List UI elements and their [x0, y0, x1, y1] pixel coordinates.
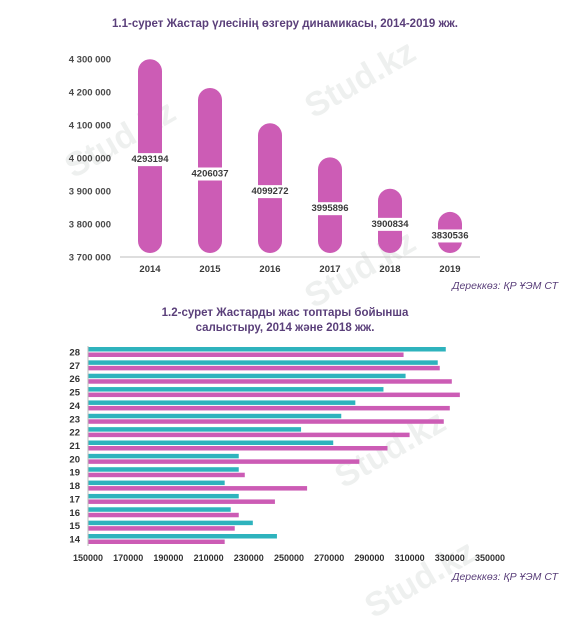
- y-tick-label: 3 900 000: [69, 187, 111, 198]
- y-tick-label: 15: [69, 521, 80, 532]
- bar: [88, 432, 410, 438]
- bar: [88, 539, 225, 544]
- x-tick-label: 270000: [314, 553, 344, 563]
- y-tick-label: 16: [69, 508, 80, 519]
- x-tick-label: 210000: [194, 553, 224, 563]
- x-tick-label: 2019: [439, 264, 460, 275]
- bar: [88, 392, 460, 398]
- y-tick-label: 4 100 000: [69, 121, 111, 132]
- y-tick-label: 14: [69, 535, 80, 546]
- bar: [88, 440, 334, 445]
- y-tick-label: 4 000 000: [69, 154, 111, 165]
- y-tick-label: 3 700 000: [69, 253, 111, 264]
- bar: [88, 534, 277, 539]
- y-tick-label: 26: [69, 374, 80, 385]
- data-label-bg: [368, 217, 412, 231]
- bar: [88, 387, 384, 392]
- bar: [88, 507, 231, 512]
- y-tick-label: 24: [69, 401, 80, 412]
- data-label-bg: [188, 167, 232, 181]
- data-label-bg: [248, 185, 292, 199]
- bar: [88, 480, 225, 486]
- bar: [88, 486, 308, 491]
- chart2-svg: 14 15 16 17 18 19 20 21 22 23 24 25 26 27 28 150000 1700…: [69, 346, 505, 563]
- bar: [88, 472, 245, 478]
- chart2-source: Дереккөз: ҚР ҰЭМ СТ: [452, 571, 558, 583]
- x-tick-label: 150000: [73, 553, 103, 563]
- bar: [88, 520, 253, 526]
- y-tick-label: 19: [69, 468, 80, 479]
- data-label-bg: [428, 229, 472, 243]
- bar: [88, 352, 404, 357]
- y-tick-label: 22: [69, 428, 80, 439]
- data-label: 3900834: [372, 219, 410, 230]
- bar: [88, 419, 444, 424]
- bar: [88, 347, 446, 352]
- bar: [88, 405, 450, 411]
- data-label-bg: [308, 202, 352, 216]
- y-tick-label: 27: [69, 361, 80, 372]
- x-tick-label: 310000: [395, 553, 425, 563]
- x-tick-label: 190000: [153, 553, 183, 563]
- x-tick-label: 170000: [113, 553, 143, 563]
- y-tick-label: 4 300 000: [69, 55, 111, 66]
- bar: [88, 453, 239, 459]
- bar: [88, 467, 239, 472]
- chart1-source: Дереккөз: ҚР ҰЭМ СТ: [452, 280, 558, 292]
- data-label: 4099272: [252, 186, 289, 197]
- x-tick-label: 2016: [259, 264, 280, 275]
- bar: [88, 446, 388, 451]
- data-label: 3995896: [312, 203, 349, 214]
- y-tick-label: 23: [69, 414, 80, 425]
- y-tick-label: 4 200 000: [69, 88, 111, 99]
- bar: [88, 499, 275, 504]
- x-tick-label: 2018: [379, 264, 400, 275]
- bar: [88, 427, 302, 432]
- bar: [88, 493, 239, 499]
- chart2-title: 1.2-сурет Жастарды жас топтары бойынша с…: [161, 307, 409, 334]
- bar: [88, 379, 452, 384]
- bar: [88, 512, 239, 518]
- data-label: 3830536: [432, 230, 469, 241]
- data-label-bg: [128, 153, 172, 167]
- x-tick-label: 230000: [234, 553, 264, 563]
- data-label: 4206037: [192, 169, 229, 180]
- y-tick-label: 21: [69, 441, 80, 452]
- y-tick-label: 20: [69, 454, 80, 465]
- bar: [88, 360, 438, 365]
- chart1-title: 1.1-сурет Жастар үлесінің өзгеру динамик…: [112, 18, 458, 30]
- bar: [88, 365, 440, 371]
- x-tick-label: 2017: [319, 264, 340, 275]
- chart1-svg: 3 700 000 3 800 000 3 900 000 4 000 000 4 10…: [69, 55, 480, 275]
- x-tick-label: 330000: [435, 553, 465, 563]
- bar: [88, 413, 342, 419]
- bar: [88, 459, 360, 464]
- x-tick-label: 2014: [139, 264, 161, 275]
- y-tick-label: 25: [69, 388, 80, 399]
- y-tick-label: 3 800 000: [69, 220, 111, 231]
- x-tick-label: 350000: [475, 553, 505, 563]
- bar: [88, 400, 356, 405]
- bar: [88, 373, 406, 379]
- x-tick-label: 2015: [199, 264, 221, 275]
- x-tick-label: 250000: [274, 553, 304, 563]
- x-tick-label: 290000: [354, 553, 384, 563]
- y-tick-label: 28: [69, 348, 80, 359]
- y-tick-label: 18: [69, 481, 80, 492]
- bar: [88, 526, 235, 531]
- y-tick-label: 17: [69, 494, 80, 505]
- data-label: 4293194: [132, 154, 170, 165]
